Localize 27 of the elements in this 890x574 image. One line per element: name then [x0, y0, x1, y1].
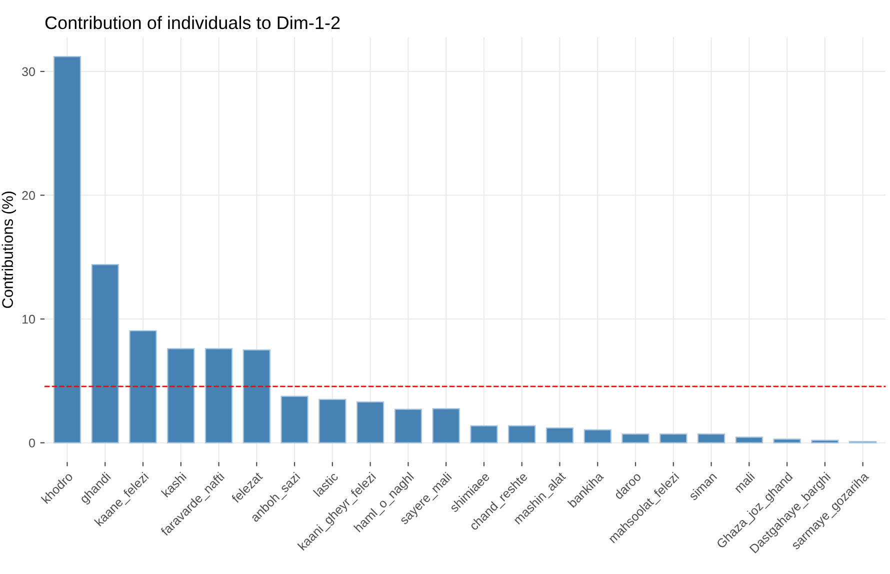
bar: [546, 427, 574, 444]
bar: [622, 434, 650, 444]
bar: [811, 440, 839, 444]
bar: [318, 398, 346, 444]
y-tick-label: 0: [29, 438, 35, 448]
bar: [660, 434, 688, 444]
bar: [242, 349, 270, 444]
y-tick-label: 20: [22, 191, 35, 200]
bar: [470, 425, 498, 444]
bar: [508, 425, 536, 444]
y-tick-label: 30: [22, 67, 35, 76]
bar: [167, 348, 195, 444]
chart-title: Contribution of individuals to Dim-1-2: [45, 16, 340, 30]
bar: [584, 429, 612, 444]
y-axis-title: Contributions (%): [2, 192, 16, 308]
bar: [432, 408, 460, 444]
bar: [773, 438, 801, 444]
y-tick-label: 10: [22, 314, 35, 324]
bar: [280, 396, 308, 444]
bar: [204, 348, 233, 444]
bar: [735, 436, 763, 444]
bar: [129, 330, 157, 444]
bar: [394, 408, 422, 444]
bar: [91, 264, 119, 444]
bar: [53, 56, 82, 444]
bar: [356, 401, 384, 444]
bar: [697, 434, 726, 444]
